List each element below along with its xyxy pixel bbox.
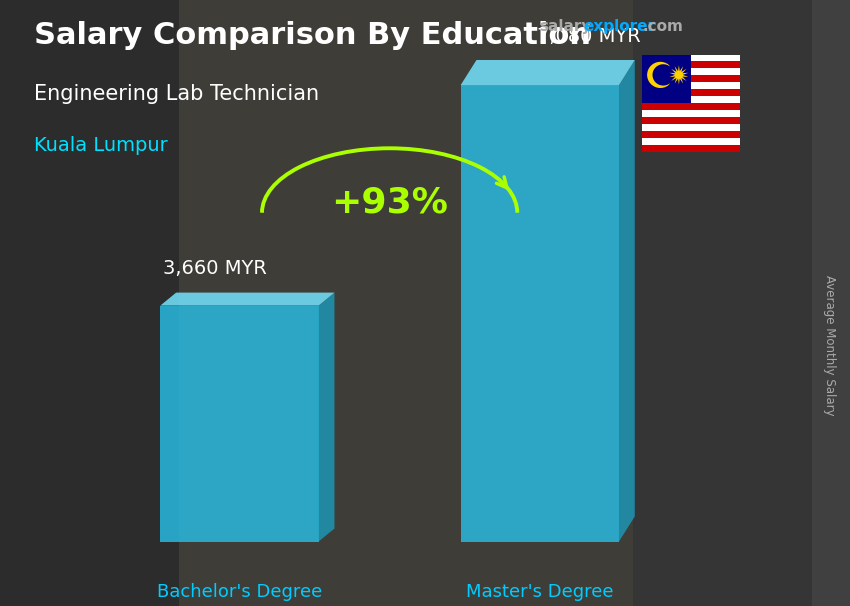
Bar: [0, 0, 178, 606]
Bar: [642, 117, 740, 124]
Bar: [642, 145, 740, 152]
Text: 7,080 MYR: 7,080 MYR: [536, 27, 640, 46]
Bar: [642, 55, 740, 61]
Text: +93%: +93%: [332, 185, 448, 219]
Polygon shape: [647, 62, 670, 88]
Polygon shape: [461, 85, 619, 542]
Bar: [633, 0, 812, 606]
Bar: [642, 103, 740, 110]
Text: Master's Degree: Master's Degree: [466, 583, 614, 601]
Bar: [642, 96, 740, 103]
Text: Salary Comparison By Education: Salary Comparison By Education: [34, 21, 591, 50]
Bar: [642, 61, 740, 68]
Text: Kuala Lumpur: Kuala Lumpur: [34, 136, 167, 155]
Bar: [642, 110, 740, 117]
Bar: [642, 68, 740, 75]
Polygon shape: [619, 60, 635, 542]
Polygon shape: [669, 65, 689, 85]
Bar: [642, 75, 740, 82]
Bar: [642, 124, 740, 131]
Polygon shape: [319, 293, 334, 542]
Polygon shape: [461, 60, 635, 85]
Text: explorer: explorer: [583, 19, 655, 35]
Text: .com: .com: [643, 19, 683, 35]
Bar: [642, 131, 740, 138]
Polygon shape: [161, 305, 319, 542]
Text: Bachelor's Degree: Bachelor's Degree: [157, 583, 322, 601]
Bar: [642, 89, 740, 96]
Bar: [178, 0, 633, 606]
Bar: [642, 82, 740, 89]
Text: 3,660 MYR: 3,660 MYR: [163, 259, 267, 278]
Text: Engineering Lab Technician: Engineering Lab Technician: [34, 84, 319, 104]
Polygon shape: [161, 293, 334, 305]
Text: salary: salary: [540, 19, 592, 35]
Text: Average Monthly Salary: Average Monthly Salary: [823, 275, 836, 416]
Bar: [642, 138, 740, 145]
Bar: [642, 55, 690, 103]
